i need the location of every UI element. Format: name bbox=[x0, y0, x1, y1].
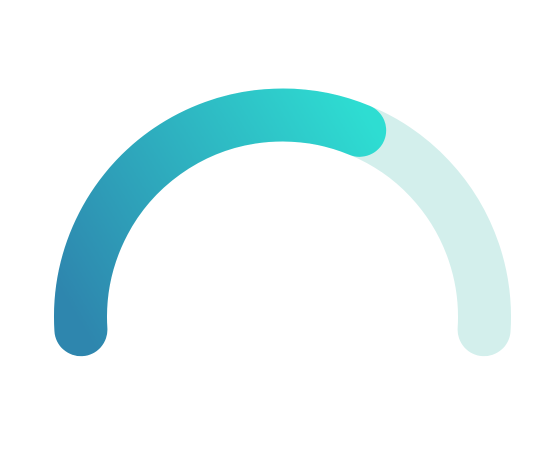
gauge-fill bbox=[54, 88, 387, 357]
